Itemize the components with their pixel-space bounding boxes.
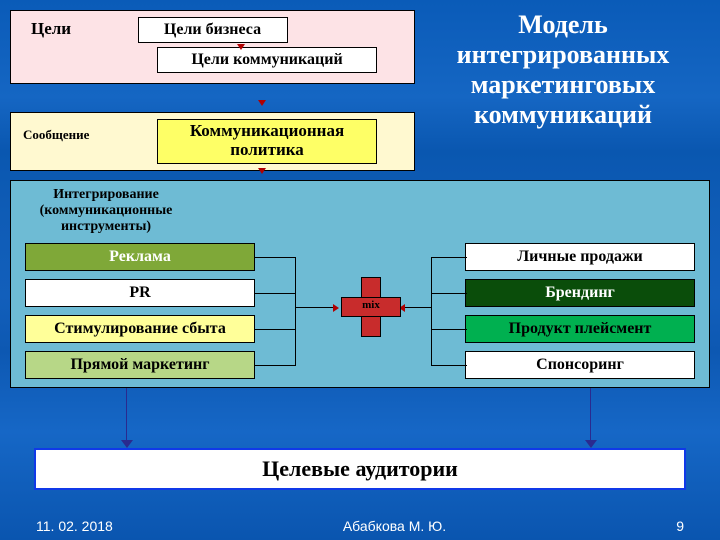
tool-placement: Продукт плейсмент [465, 315, 695, 343]
tool-sponsoring: Спонсоринг [465, 351, 695, 379]
message-section: Сообщение Коммуникационная политика [10, 112, 415, 171]
connector [295, 307, 335, 308]
tool-reklama: Реклама [25, 243, 255, 271]
connector [255, 365, 295, 366]
tool-branding: Брендинг [465, 279, 695, 307]
connector [295, 257, 296, 366]
connector [590, 388, 591, 444]
goals-label: Цели [31, 19, 71, 39]
connector [431, 293, 467, 294]
arrow-down-icon [258, 100, 266, 106]
tool-personal-sales: Личные продажи [465, 243, 695, 271]
tool-pr: PR [25, 279, 255, 307]
mix-label: mix [341, 299, 401, 311]
connector [126, 388, 127, 444]
communication-goals-box: Цели коммуникаций [157, 47, 377, 73]
communication-policy-box: Коммуникационная политика [157, 119, 377, 164]
connector [431, 365, 467, 366]
left-column: Реклама PR Стимулирование сбыта Прямой м… [25, 243, 255, 387]
connector [431, 329, 467, 330]
target-audience-box: Целевые аудитории [34, 448, 686, 490]
arrow-down-icon [258, 168, 266, 174]
message-label: Сообщение [23, 127, 89, 143]
connector [431, 257, 467, 258]
tool-direct: Прямой маркетинг [25, 351, 255, 379]
arrow-down-icon [237, 44, 245, 50]
page-title: Модель интегрированных маркетинговых ком… [418, 10, 708, 130]
business-goals-box: Цели бизнеса [138, 17, 288, 43]
arrow-right-icon [333, 304, 339, 312]
footer-date: 11. 02. 2018 [36, 518, 113, 534]
footer-page: 9 [676, 518, 684, 534]
integration-section: Интегрирование (коммуникационные инструм… [10, 180, 710, 388]
connector [431, 257, 432, 366]
footer-author: Абабкова М. Ю. [343, 518, 446, 534]
connector [255, 293, 295, 294]
mix-plus: mix [341, 277, 401, 337]
connector [255, 257, 295, 258]
tool-stimul: Стимулирование сбыта [25, 315, 255, 343]
right-column: Личные продажи Брендинг Продукт плейсмен… [465, 243, 695, 387]
arrow-down-icon [121, 440, 133, 448]
goals-section: Цели Цели бизнеса Цели коммуникаций [10, 10, 415, 84]
footer: 11. 02. 2018 Абабкова М. Ю. 9 [0, 518, 720, 534]
connector [403, 307, 431, 308]
arrow-down-icon [585, 440, 597, 448]
integration-label: Интегрирование (коммуникационные инструм… [21, 187, 191, 235]
connector [255, 329, 295, 330]
